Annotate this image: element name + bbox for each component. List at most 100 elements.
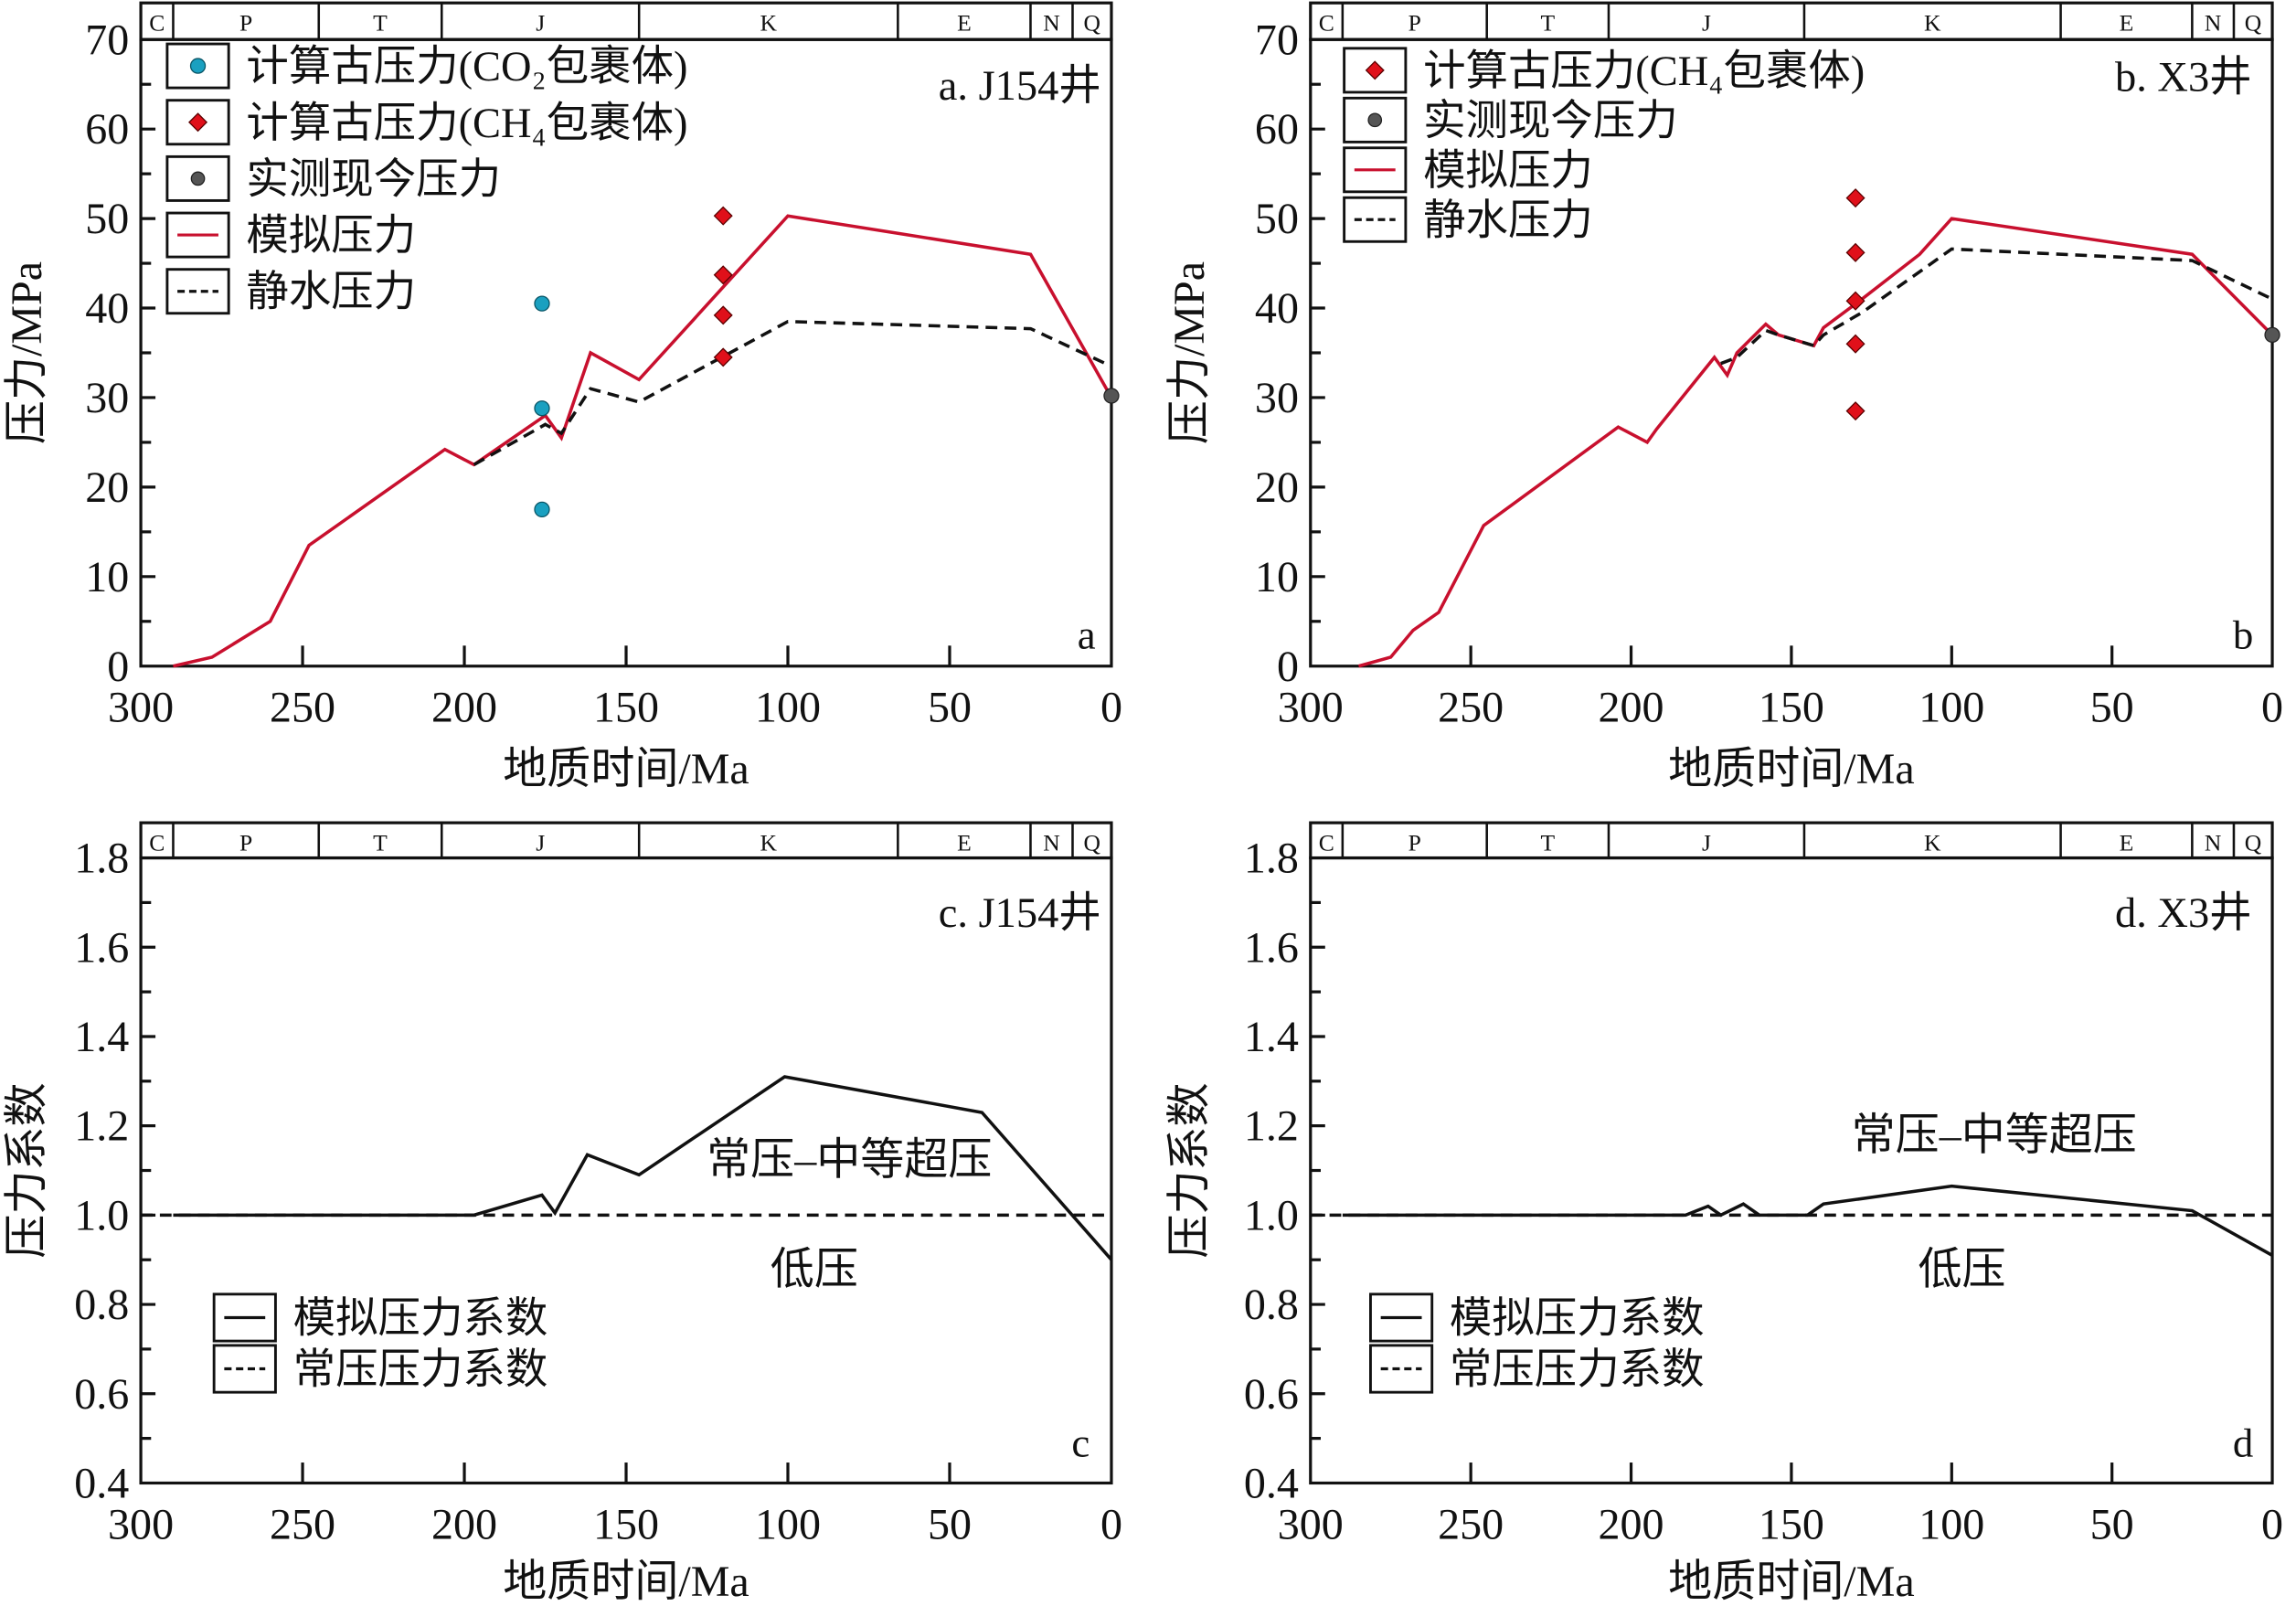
y-tick-label: 0.8 [1244,1281,1299,1329]
period-label-C: C [1319,10,1334,37]
y-tick-label: 1.0 [74,1191,129,1239]
marker-ch4-inclusion [1845,242,1866,262]
panel-b: C P T J K E N Q 300 250 200 150 100 50 0 0 10 20 30 40 50 60 7… [1165,1,2283,793]
x-tick-label: 150 [1759,1500,1824,1548]
x-tick-label: 50 [928,1500,972,1548]
period-label-K: K [1924,10,1941,37]
y-tick-label: 0 [1277,643,1299,691]
y-tick-label: 60 [85,105,129,154]
period-label-C: C [149,830,165,856]
y-tick-label: 20 [1255,463,1299,512]
period-label-T: T [1541,830,1556,856]
y-tick-label: 1.0 [1244,1191,1299,1239]
period-label-E: E [2120,830,2134,856]
x-tick-label: 250 [1438,684,1504,732]
y-tick-label: 0.6 [1244,1370,1299,1419]
period-label-N: N [2205,830,2222,856]
legend-label: 常压压力系数 [293,1347,548,1394]
y-tick-label: 20 [85,463,129,512]
x-tick-label: 50 [2090,684,2134,732]
period-label-K: K [760,830,778,856]
x-tick-label: 200 [1599,684,1664,732]
period-label-Q: Q [1083,10,1100,37]
series-line-hydrostatic [473,319,1112,466]
y-tick-label: 1.8 [74,835,129,883]
y-tick-label: 50 [85,195,129,243]
x-tick-label: 0 [2261,1500,2283,1548]
x-tick-label: 300 [108,684,174,732]
marker-measured-pressure [2264,326,2280,344]
marker-co2-inclusion [534,400,550,417]
period-label-J: J [536,830,545,856]
marker-co2-inclusion [534,295,550,312]
period-label-C: C [1319,830,1334,856]
marker-ch4-inclusion [713,265,733,285]
x-tick-label: 100 [755,1500,821,1548]
y-tick-label: 30 [85,374,129,422]
zone-label-underpressure: 低压 [1918,1246,2005,1294]
legend-icon-measured [190,171,206,186]
period-label-C: C [149,10,165,37]
series-line-coef [1342,1184,2273,1257]
legend-label: 模拟压力 [1423,148,1593,195]
y-tick-label: 1.8 [1244,835,1299,883]
x-tick-label: 0 [2261,684,2283,732]
legend-label: 常压压力系数 [1450,1347,1705,1394]
x-tick-label: 200 [1599,1500,1664,1548]
y-tick-label: 0.8 [74,1281,129,1329]
x-tick-label: 200 [431,684,497,732]
marker-ch4-inclusion [713,305,733,325]
legend-label: 计算古压力(CH₄包裹体) [246,101,687,147]
y-tick-label: 10 [1255,553,1299,601]
panel-corner-label: a [1078,612,1096,658]
y-tick-label: 60 [1255,105,1299,154]
x-tick-label: 300 [108,1500,174,1548]
legend-swatch-box [212,1344,277,1394]
period-label-J: J [1702,830,1711,856]
y-tick-label: 1.2 [1244,1102,1299,1151]
period-label-P: P [239,830,252,856]
y-tick-label: 70 [1255,16,1299,64]
x-tick-label: 150 [1759,684,1824,732]
y-tick-label: 0.6 [74,1370,129,1419]
geologic-timescale-bar [139,821,1113,860]
period-label-J: J [536,10,545,37]
legend-swatch-box [1343,196,1408,243]
period-label-J: J [1702,10,1711,37]
legend-icon-co2 [189,58,207,74]
zone-label-overpressure: 常压–中等超压 [707,1136,992,1185]
y-tick-label: 0 [107,643,129,691]
marker-ch4-inclusion [713,347,733,367]
legend-icon-ch4 [1365,60,1385,80]
marker-ch4-inclusion [1845,401,1866,421]
legend-label: 静水压力 [246,270,416,316]
period-label-P: P [1408,830,1421,856]
y-tick-label: 40 [1255,284,1299,333]
series-line-coef [173,1075,1113,1261]
panel-d: C P T J K E N Q 300 250 200 150 100 50 0 0.4 0.6 0.8 1.0 1.… [1165,821,2283,1606]
geologic-timescale-bar [1309,1,2274,41]
zone-label-underpressure: 低压 [771,1246,858,1294]
x-tick-label: 50 [2090,1500,2134,1548]
period-label-E: E [2120,10,2134,37]
legend-swatch-box [1369,1344,1434,1394]
period-label-E: E [957,10,972,37]
legend-icon-measured [1367,112,1383,128]
x-tick-label: 150 [593,1500,659,1548]
zone-label-overpressure: 常压–中等超压 [1852,1111,2137,1159]
period-label-T: T [373,830,388,856]
panel-c: C P T J K E N Q 300 250 200 150 100 50 0 0.4 0.6 0.8 1.0 1.… [3,821,1122,1606]
panel-corner-label: b [2233,612,2253,658]
period-label-T: T [1541,10,1556,37]
legend-label: 静水压力 [1423,197,1593,244]
period-label-P: P [239,10,252,37]
x-axis-title: 地质时间/Ma [503,745,749,793]
period-label-N: N [2205,10,2222,37]
y-tick-label: 1.2 [74,1102,129,1151]
marker-measured-pressure [1103,388,1120,404]
x-axis-title: 地质时间/Ma [1668,745,1915,793]
panel-title: b. X3井 [2115,54,2252,101]
y-axis-title: 压力/MPa [3,261,51,444]
y-tick-label: 1.4 [1244,1013,1299,1061]
